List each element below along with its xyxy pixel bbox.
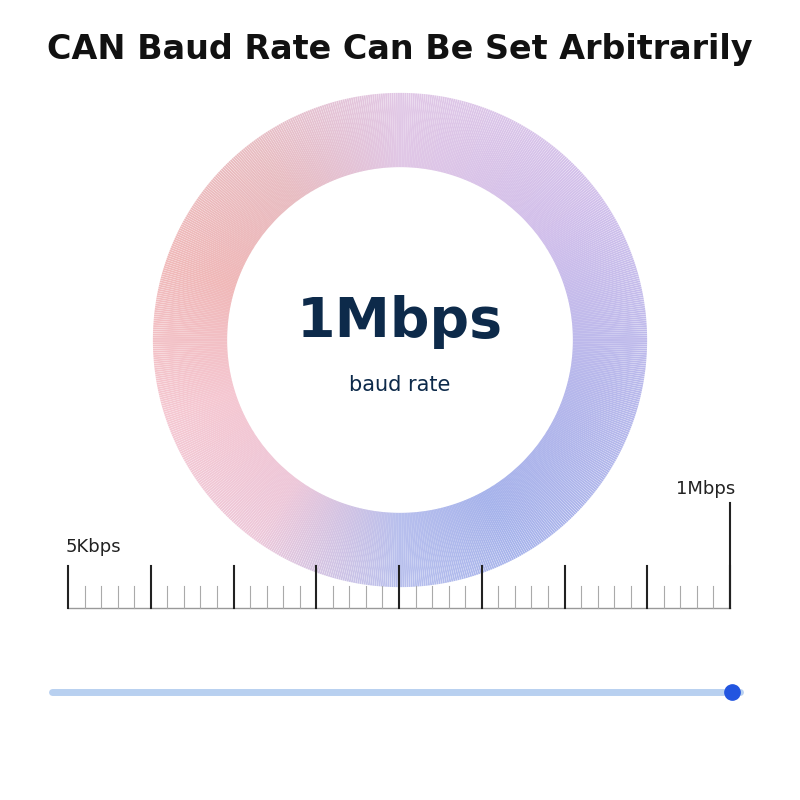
Text: CAN Baud Rate Can Be Set Arbitrarily: CAN Baud Rate Can Be Set Arbitrarily (47, 34, 753, 66)
Text: baud rate: baud rate (350, 375, 450, 395)
Text: 1Mbps: 1Mbps (676, 480, 735, 498)
Text: 1Mbps: 1Mbps (297, 295, 503, 349)
Text: 5Kbps: 5Kbps (66, 538, 122, 556)
